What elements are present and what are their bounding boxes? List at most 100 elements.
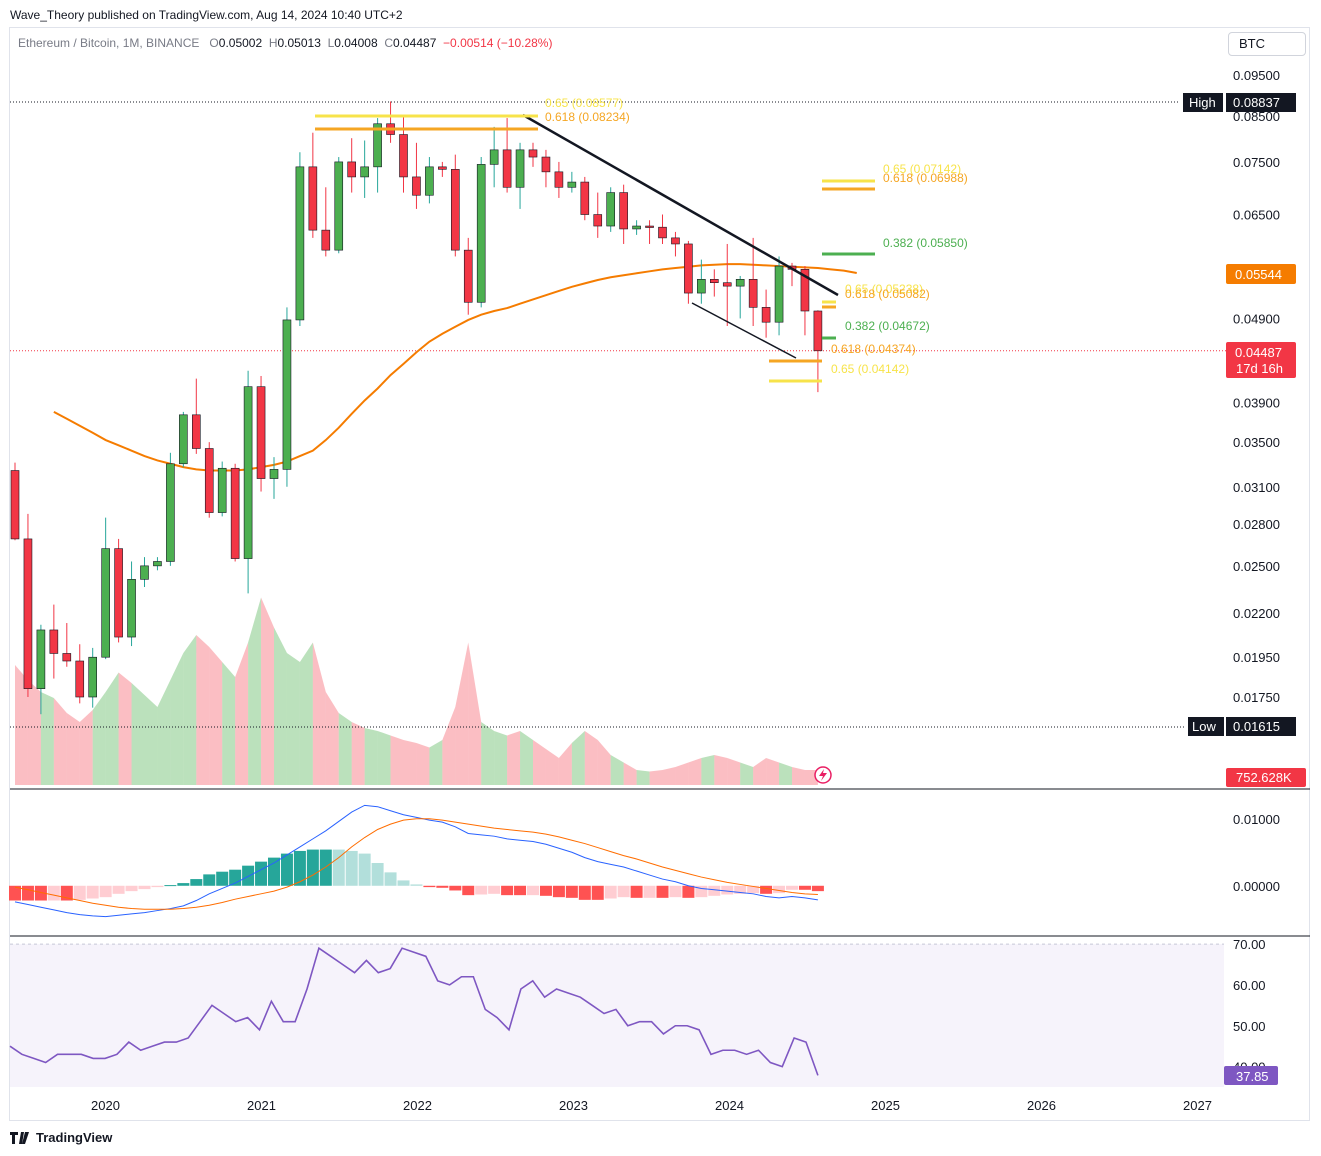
fib-level-label: 0.65 (0.08577) xyxy=(545,96,623,110)
fib-level-label: 0.618 (0.04374) xyxy=(831,342,916,356)
support-trendline xyxy=(691,302,797,359)
time-axis-label: 2021 xyxy=(247,1098,276,1113)
volume-area-segment xyxy=(727,758,741,785)
time-axis-label: 2024 xyxy=(715,1098,744,1113)
volume-area-segment xyxy=(248,597,262,785)
resistance-trendline xyxy=(522,113,839,297)
high-label: H xyxy=(268,36,278,50)
volume-area-segment xyxy=(766,758,780,785)
macd-histogram-bar xyxy=(747,885,760,894)
rsi-band xyxy=(10,944,1224,1087)
macd-histogram-bar xyxy=(591,885,604,900)
volume-area-segment xyxy=(131,683,145,785)
fib-level-label: 0.65 (0.04142) xyxy=(831,362,909,376)
low-value-tag xyxy=(1226,717,1296,736)
macd-histogram-bar xyxy=(475,885,488,895)
currency-button[interactable]: BTC xyxy=(1228,32,1306,56)
macd-histogram-bar xyxy=(630,885,643,898)
volume-area-segment xyxy=(468,642,482,785)
macd-histogram-bar xyxy=(280,853,293,886)
candle-down xyxy=(580,181,590,215)
volume-area-segment xyxy=(170,653,184,785)
macd-histogram-bar xyxy=(462,885,475,896)
rsi-line xyxy=(9,946,819,1076)
time-axis-label: 2026 xyxy=(1027,1098,1056,1113)
volume-area-segment xyxy=(662,767,676,785)
candle-up xyxy=(425,166,434,196)
macd-histogram-bar xyxy=(138,885,151,890)
volume-area-segment xyxy=(610,755,624,785)
macd-histogram-bar xyxy=(488,885,501,894)
macd-histogram-bar xyxy=(34,885,47,901)
candle-up xyxy=(774,265,784,323)
macd-histogram-bar xyxy=(86,885,99,899)
candle-up xyxy=(295,166,305,321)
volume-area-segment xyxy=(66,713,80,785)
candle-down xyxy=(813,310,823,352)
symbol-name: Ethereum / Bitcoin, 1M, BINANCE xyxy=(18,36,200,50)
candle-down xyxy=(645,225,654,228)
volume-area-segment xyxy=(597,740,611,785)
last-price-label: 0.04487 xyxy=(1235,345,1282,360)
volume-area-segment xyxy=(481,722,495,785)
low-value: 0.04008 xyxy=(334,36,378,50)
volume-area-segment xyxy=(714,755,728,785)
fib-level-label: 0.618 (0.08234) xyxy=(545,110,630,124)
macd-histogram-bar xyxy=(527,885,539,896)
candle-down xyxy=(256,386,266,479)
price-axis-label: 0.02500 xyxy=(1233,559,1280,574)
candle-up xyxy=(153,561,162,567)
volume-area-segment xyxy=(558,743,572,785)
macd-line xyxy=(14,804,818,918)
candle-down xyxy=(399,134,408,178)
volume-area-segment xyxy=(701,755,715,785)
volume-area-segment xyxy=(442,707,456,785)
candle-up xyxy=(282,319,292,470)
time-axis-label: 2027 xyxy=(1183,1098,1212,1113)
candle-down xyxy=(528,149,538,158)
alert-icon xyxy=(819,769,827,781)
price-axis-label: 0.02800 xyxy=(1233,517,1280,532)
candle-up xyxy=(127,579,136,638)
candle-down xyxy=(321,229,331,251)
fib-level-label: 0.618 (0.06988) xyxy=(883,171,968,185)
fib-level-label: 0.65 (0.05238) xyxy=(845,282,923,296)
volume-area-segment xyxy=(312,642,326,785)
open-value: 0.05002 xyxy=(218,36,263,50)
volume-area-segment xyxy=(403,740,417,785)
candle-down xyxy=(722,282,732,287)
macd-histogram-bar xyxy=(617,885,630,898)
macd-histogram-bar xyxy=(332,849,345,886)
volume-area-segment xyxy=(183,635,197,785)
price-axis-label: 0.01950 xyxy=(1233,650,1280,665)
volume-area-segment xyxy=(274,627,287,785)
candle-down xyxy=(709,279,719,284)
candle-down xyxy=(541,156,551,173)
volume-area-segment xyxy=(222,662,236,785)
volume-area-segment xyxy=(636,770,650,785)
price-axis-label: 0.08500 xyxy=(1233,109,1280,124)
macd-histogram-bar xyxy=(682,885,695,898)
volume-area-segment xyxy=(416,743,430,785)
volume-area-segment xyxy=(338,713,352,785)
volume-area-segment xyxy=(118,672,132,785)
volume-value-tag xyxy=(1226,768,1306,787)
candle-up xyxy=(243,386,253,559)
candle-up xyxy=(697,279,706,294)
candle-up xyxy=(606,192,616,227)
macd-histogram-bar xyxy=(216,871,229,886)
price-axis-label: 0.09500 xyxy=(1233,68,1280,83)
rsi-axis-label: 50.00 xyxy=(1233,1019,1266,1034)
price-axis-label: 0.07500 xyxy=(1233,155,1280,170)
macd-histogram-bar xyxy=(539,885,552,896)
volume-area-segment xyxy=(688,758,702,785)
low-label-tag xyxy=(1188,717,1224,736)
last-price-tag xyxy=(1226,342,1296,378)
volume-area-segment xyxy=(753,758,767,785)
tradingview-logo[interactable]: TradingView xyxy=(10,1130,112,1145)
high-value: 0.05013 xyxy=(277,36,321,50)
macd-histogram-bar xyxy=(9,885,21,901)
macd-histogram-bar xyxy=(151,885,164,888)
candle-down xyxy=(463,249,473,303)
